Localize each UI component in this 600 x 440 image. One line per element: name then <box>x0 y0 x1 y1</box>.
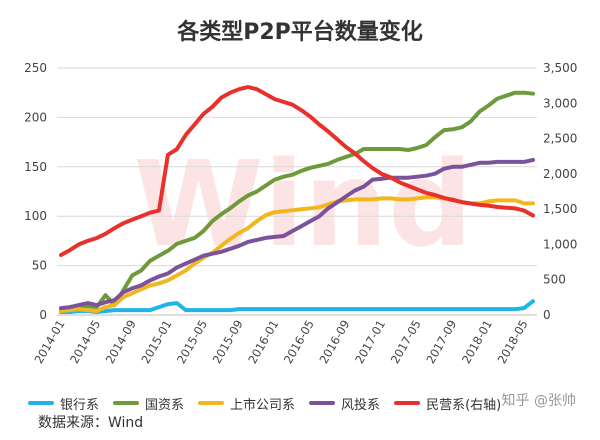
y-left-tick-label: 250 <box>24 61 47 75</box>
y-right-tick-label: 0 <box>543 308 551 322</box>
x-tick-label: 2014-01 <box>31 318 67 367</box>
legend-label: 民营系(右轴) <box>426 397 502 413</box>
x-tick-label: 2015-09 <box>210 318 246 367</box>
series-line-4 <box>59 157 535 311</box>
x-tick-label: 2015-01 <box>138 318 174 367</box>
series-line-2 <box>59 90 535 312</box>
y-right-tick-label: 1,000 <box>543 237 577 251</box>
x-tick-label: 2016-09 <box>316 318 352 367</box>
series-lines <box>59 85 535 314</box>
legend-label: 风投系 <box>341 397 381 413</box>
legend: 银行系 国资系 上市公司系 风投系 民营系(右轴) <box>28 393 515 413</box>
legend-label: 银行系 <box>60 397 100 413</box>
y-left-tick-label: 200 <box>24 110 47 124</box>
legend-swatch <box>198 401 225 405</box>
x-tick-label: 2014-09 <box>103 318 139 367</box>
y-left-tick-label: 100 <box>24 209 47 223</box>
legend-item-2: 国资系 <box>113 394 184 413</box>
legend-item-1: 银行系 <box>28 394 99 413</box>
y-right-tick-label: 1,500 <box>543 202 577 216</box>
legend-item-5: 民营系(右轴) <box>394 394 501 413</box>
legend-label: 上市公司系 <box>230 397 296 413</box>
x-tick-label: 2018-01 <box>459 317 495 366</box>
wind-watermark: Wind <box>133 135 472 273</box>
y-left-tick-label: 150 <box>24 160 47 174</box>
x-tick-label: 2015-05 <box>174 318 210 367</box>
x-tick-label: 2017-09 <box>423 318 459 367</box>
legend-swatch <box>28 401 54 405</box>
x-tick-label: 2017-05 <box>388 318 424 367</box>
y-right-tick-label: 3,000 <box>543 96 577 110</box>
legend-swatch <box>394 401 421 405</box>
legend-swatch <box>309 401 336 405</box>
y-right-tick-label: 3,500 <box>543 61 577 75</box>
chart-title: 各类型P2P平台数量变化 <box>177 20 423 45</box>
x-tick-label: 2016-01 <box>245 318 281 367</box>
y-right-tick-label: 2,500 <box>543 132 577 146</box>
x-tick-label: 2014-05 <box>67 318 103 367</box>
legend-swatch <box>113 401 140 405</box>
series-line-5 <box>59 85 535 257</box>
legend-item-4: 风投系 <box>309 394 380 413</box>
legend-item-3: 上市公司系 <box>198 394 295 413</box>
y-right-tick-label: 500 <box>543 273 566 287</box>
y-right-tick-label: 2,000 <box>543 167 577 181</box>
x-tick-label: 2016-05 <box>281 318 317 367</box>
credit-watermark: 知乎 @张帅 <box>501 393 576 409</box>
watermark-wind-text: Wind <box>133 135 472 273</box>
y-left-tick-label: 0 <box>39 308 47 322</box>
x-tick-label: 2017-01 <box>352 318 388 367</box>
x-tick-label: 2018-05 <box>495 318 531 367</box>
series-line-1 <box>59 299 535 314</box>
legend-label: 国资系 <box>145 397 185 413</box>
data-source: 数据来源：Wind <box>38 415 144 431</box>
y-left-tick-label: 50 <box>32 259 47 273</box>
